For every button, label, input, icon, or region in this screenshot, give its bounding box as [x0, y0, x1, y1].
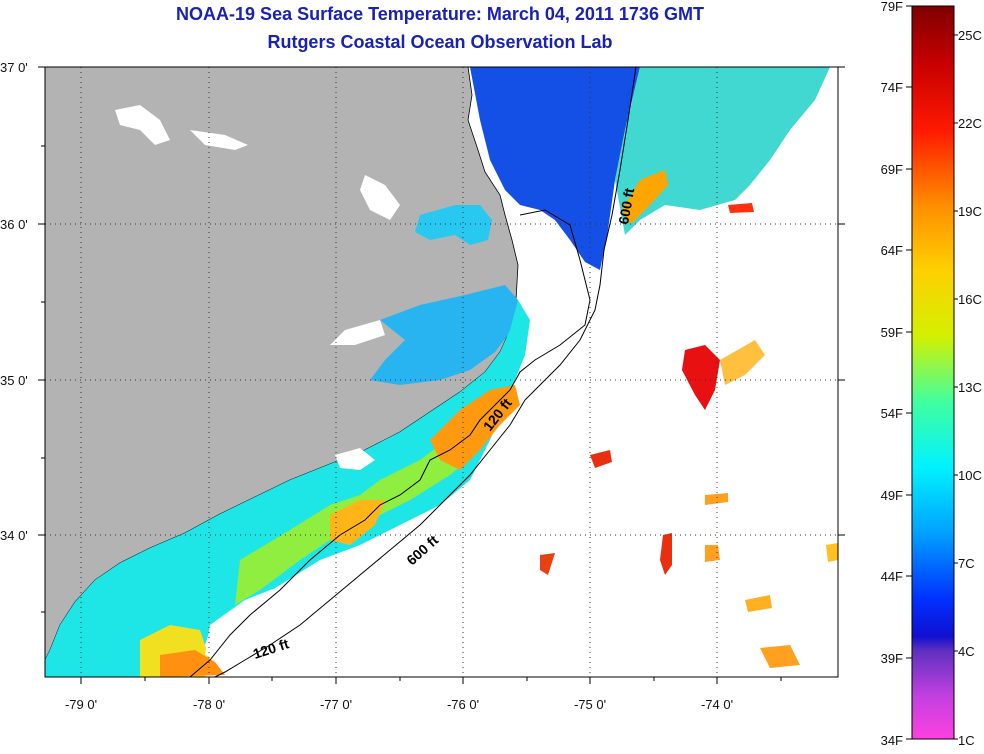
map-border: [44, 66, 839, 678]
gulf-stream-patch-9: [760, 645, 800, 668]
contour-120ft: [189, 209, 591, 677]
colorbar-f-label: 39F: [881, 651, 903, 666]
tick-marks: [38, 66, 845, 684]
gulf-stream-patch-8: [745, 595, 772, 612]
colorbar-c-label: 13C: [958, 380, 982, 395]
gulf-stream-patch-10: [826, 543, 838, 562]
colorbar-f-label: 79F: [881, 0, 903, 14]
white-cloud-mid: [335, 448, 375, 470]
colorbar: [911, 5, 955, 740]
colorbar-ticks: [906, 5, 958, 740]
colorbar-f-label: 64F: [881, 243, 903, 258]
white-cloud-sw: [205, 580, 300, 660]
gulf-stream-patch-2: [720, 340, 765, 385]
cool-water-northeast: [615, 67, 830, 235]
graticule: [45, 67, 838, 677]
colorbar-c-label: 4C: [958, 644, 975, 659]
gulf-stream-patch-7: [705, 493, 728, 505]
colorbar-c-label: 22C: [958, 116, 982, 131]
colorbar-c-label: 1C: [958, 733, 975, 748]
contour-label-600-north: 600 ft: [615, 186, 637, 225]
colorbar-c-label: 19C: [958, 204, 982, 219]
lon-tick-label: -78 0': [193, 697, 225, 712]
map-subtitle: Rutgers Coastal Ocean Observation Lab: [267, 32, 613, 52]
lon-tick-label: -74 0': [701, 697, 733, 712]
pamlico-river: [330, 320, 385, 345]
gulf-stream-patch-6: [705, 545, 720, 562]
currituck-water: [360, 175, 400, 220]
inland-lake-2: [190, 130, 248, 150]
warm-spot-ne: [728, 203, 754, 213]
shelf-water-south: [45, 300, 530, 677]
lat-tick-label: 36 0': [0, 217, 28, 232]
colorbar-c-label: 16C: [958, 292, 982, 307]
orange-sw: [160, 650, 225, 677]
colorbar-f-label: 34F: [881, 733, 903, 748]
colorbar-c-label: 10C: [958, 468, 982, 483]
lat-tick-label: 35 0': [0, 373, 28, 388]
lon-tick-label: -77 0': [320, 697, 352, 712]
lat-tick-label: 37 0': [0, 60, 28, 75]
colorbar-f-label: 54F: [881, 406, 903, 421]
pamlico-sound: [370, 285, 518, 385]
colorbar-f-label: 44F: [881, 569, 903, 584]
colorbar-f-label: 69F: [881, 162, 903, 177]
colorbar-c-label: 7C: [958, 556, 975, 571]
colorbar-f-label: 49F: [881, 488, 903, 503]
lon-tick-label: -76 0': [447, 697, 479, 712]
warm-filament-north: [622, 170, 668, 225]
albemarle-sound: [415, 205, 492, 245]
gulf-stream-patch-1: [682, 345, 720, 410]
map-title: NOAA-19 Sea Surface Temperature: March 0…: [176, 4, 704, 24]
lat-tick-label: 34 0': [0, 528, 28, 543]
gulf-stream-patch-5: [660, 533, 672, 575]
lon-tick-label: -75 0': [574, 697, 606, 712]
warm-band-lookout: [330, 500, 385, 545]
inland-lake: [115, 105, 170, 145]
colorbar-f-label: 74F: [881, 80, 903, 95]
gulf-stream-patch-3: [590, 450, 612, 468]
lon-tick-label: -79 0': [65, 697, 97, 712]
contour-600ft: [214, 67, 637, 677]
gulf-stream-patch-4: [540, 553, 555, 575]
cold-water-north: [470, 67, 640, 270]
colorbar-f-label: 59F: [881, 325, 903, 340]
colorbar-c-label: 25C: [958, 28, 982, 43]
